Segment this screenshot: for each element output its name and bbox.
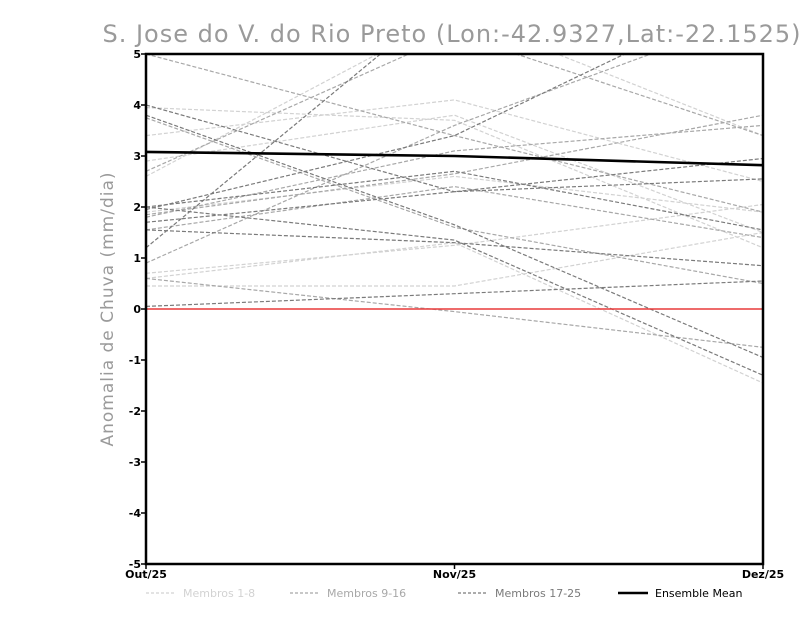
member-line-18 [146,114,763,359]
y-tick-label: -2 [129,405,141,418]
y-tick-label: 0 [133,303,141,316]
y-tick-label: 3 [133,150,141,163]
member-line-22 [146,229,763,267]
y-tick-label: 4 [133,99,141,112]
y-tick-label: 2 [133,201,141,214]
member-line-21 [146,54,627,211]
y-tick-label: 1 [133,252,141,265]
y-tick-label: -4 [129,507,142,520]
member-line-11 [146,54,763,172]
member-line-23 [146,157,763,223]
y-tick-label: -5 [129,558,141,571]
member-line-4 [146,54,763,177]
member-line-20 [146,170,763,231]
member-line-6 [146,203,763,274]
member-line-8 [146,242,763,384]
x-axis-ticks: Out/25 Nov/25 Dez/25 [125,564,784,581]
member-line-14 [146,185,763,239]
ensemble-mean-line [146,150,763,167]
member-line-5 [146,175,763,213]
ensemble-mean-layer [146,150,763,167]
member-line-3 [146,114,763,234]
member-line-19 [146,206,763,376]
member-line-2 [146,99,763,183]
member-line-24 [146,280,763,307]
plot-lines [146,54,763,384]
legend-label-3: Membros 17-25 [495,587,581,600]
legend-label-2: Membros 9-16 [327,587,406,600]
member-line-16 [146,277,763,348]
y-axis-ticks: -5 -4 -3 -2 -1 0 1 2 3 4 5 [129,48,146,571]
member-line-25 [146,54,382,249]
member-line-7 [146,231,763,287]
y-axis-label: Anomalia de Chuva (mm/dia) [98,171,118,446]
legend-label-1: Membros 1-8 [183,587,255,600]
member-line-12 [146,114,763,216]
member-line-17 [146,104,763,193]
y-tick-label: -3 [129,456,141,469]
member-line-15 [146,54,653,264]
member-line-1 [146,107,763,249]
legend-label-4: Ensemble Mean [655,587,742,600]
chart-title: S. Jose do V. do Rio Preto (Lon:-42.9327… [102,20,800,48]
member-line-9 [146,54,763,213]
legend: Membros 1-8 Membros 9-16 Membros 17-25 Ense… [146,587,742,600]
x-tick-label: Nov/25 [433,568,476,581]
y-tick-label: -1 [129,354,141,367]
y-tick-label: 5 [133,48,141,61]
x-tick-label: Dez/25 [742,568,784,581]
x-tick-label: Out/25 [125,568,167,581]
